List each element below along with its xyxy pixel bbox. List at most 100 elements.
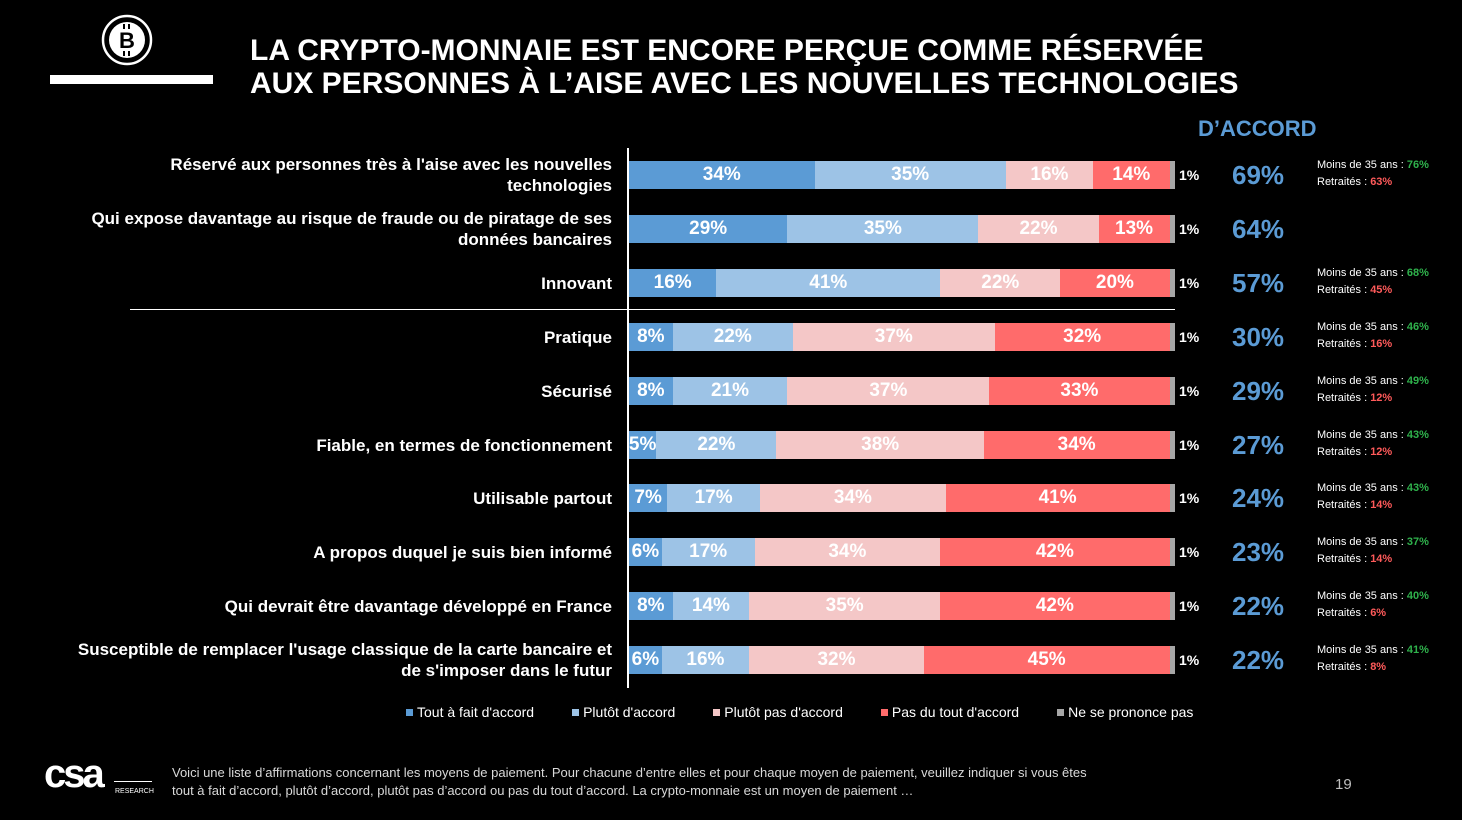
accord-total: 22% <box>1232 591 1285 621</box>
subgroup-retired-label: Retraités : <box>1317 284 1371 296</box>
subgroup-young: Moins de 35 ans : 37% <box>1317 534 1429 551</box>
row-label-line: Susceptible de remplacer l'usage classiq… <box>77 640 612 659</box>
accord-column-header: D’ACCORD <box>1198 116 1317 141</box>
legend-item: Ne se prononce pas <box>1057 704 1193 720</box>
row-label: Fiable, en termes de fonctionnement <box>20 423 612 467</box>
nsp-label: 1% <box>1179 383 1200 399</box>
subgroup-stats: Moins de 35 ans : 40% Retraités : 6% <box>1317 588 1429 622</box>
subgroup-young: Moins de 35 ans : 46% <box>1317 319 1429 336</box>
accord-total: 27% <box>1232 430 1285 460</box>
legend-label: Pas du tout d'accord <box>891 704 1020 720</box>
nsp-label: 1% <box>1179 437 1200 453</box>
bar-segment: 22% <box>672 323 793 351</box>
bar-segment <box>1169 646 1175 674</box>
nsp-label: 1% <box>1179 275 1200 291</box>
subgroup-young-label: Moins de 35 ans : <box>1317 267 1407 279</box>
bar-segment: 34% <box>983 431 1170 459</box>
subgroup-young: Moins de 35 ans : 76% <box>1317 157 1429 174</box>
subgroup-young-label: Moins de 35 ans : <box>1317 375 1407 387</box>
row-label-line: Utilisable partout <box>473 488 612 508</box>
chart-legend: Tout à fait d'accord Plutôt d'accord Plutô… <box>406 704 1193 720</box>
subgroup-retired-label: Retraités : <box>1317 607 1371 619</box>
subgroup-retired-label: Retraités : <box>1317 392 1371 404</box>
legend-label: Plutôt d'accord <box>583 704 676 720</box>
legend-item: Pas du tout d'accord <box>880 704 1020 720</box>
nsp-label: 1% <box>1179 329 1200 345</box>
subgroup-retired-label: Retraités : <box>1317 661 1371 673</box>
legend-label: Tout à fait d'accord <box>417 704 535 720</box>
row-label: Qui devrait être davantage développé en … <box>20 584 612 628</box>
bar-segment: 41% <box>716 269 941 297</box>
footnote-line2: tout à fait d’accord, plutôt d’accord, p… <box>172 783 914 798</box>
subgroup-young-value: 68% <box>1406 267 1429 279</box>
bar-segment: 22% <box>940 269 1061 297</box>
row-label-line: A propos duquel je suis bien informé <box>313 542 612 562</box>
subgroup-retired: Retraités : 14% <box>1317 497 1429 514</box>
bar-segment: 41% <box>945 484 1170 512</box>
bar-segment: 8% <box>629 592 673 620</box>
subgroup-young-value: 41% <box>1406 644 1429 656</box>
bar-segment <box>1169 377 1175 405</box>
stacked-bar: 6% 17% 34% 42% <box>629 538 1175 566</box>
page-title: LA CRYPTO-MONNAIE EST ENCORE PERÇUE COMM… <box>250 34 1400 100</box>
stacked-bar: 29% 35% 22% 13% <box>629 215 1175 243</box>
bar-segment: 6% <box>629 646 662 674</box>
row-label-text: Réservé aux personnes très à l'aise avec… <box>170 154 612 196</box>
subgroup-retired: Retraités : 16% <box>1317 336 1429 353</box>
bar-segment: 7% <box>629 484 668 512</box>
bar-segment: 5% <box>629 431 656 459</box>
bar-segment: 8% <box>629 377 673 405</box>
row-label-text: Innovant <box>541 273 612 294</box>
bar-segment: 13% <box>1098 215 1170 243</box>
subgroup-young-value: 43% <box>1406 429 1429 441</box>
accord-total: 22% <box>1232 645 1285 675</box>
bar-segment <box>1169 538 1175 566</box>
subgroup-retired-label: Retraités : <box>1317 338 1371 350</box>
accord-total: 30% <box>1232 322 1285 352</box>
csa-logo: csa RESEARCH <box>44 757 154 796</box>
subgroup-stats: Moins de 35 ans : 43% Retraités : 14% <box>1317 480 1429 514</box>
subgroup-stats: Moins de 35 ans : 41% Retraités : 8% <box>1317 642 1429 676</box>
bar-segment: 20% <box>1060 269 1170 297</box>
subgroup-young-label: Moins de 35 ans : <box>1317 590 1407 602</box>
bar-segment <box>1169 592 1175 620</box>
subgroup-young-value: 49% <box>1406 375 1429 387</box>
bar-segment: 32% <box>749 646 924 674</box>
subgroup-retired-label: Retraités : <box>1317 176 1371 188</box>
nsp-label: 1% <box>1179 490 1200 506</box>
bar-segment: 34% <box>760 484 946 512</box>
bitcoin-logo-icon: B <box>101 14 153 66</box>
row-label-line: technologies <box>507 176 612 195</box>
accord-total: 29% <box>1232 376 1285 406</box>
legend-label: Plutôt pas d'accord <box>724 704 843 720</box>
row-label: A propos duquel je suis bien informé <box>20 530 612 574</box>
bar-segment: 35% <box>787 215 979 243</box>
row-label: Pratique <box>20 315 612 359</box>
row-label: Innovant <box>20 261 612 305</box>
row-label-line: Pratique <box>543 327 612 347</box>
subgroup-retired-value: 14% <box>1370 553 1393 565</box>
nsp-label: 1% <box>1179 652 1200 668</box>
bar-segment: 8% <box>629 323 673 351</box>
subgroup-young-label: Moins de 35 ans : <box>1317 644 1407 656</box>
row-label-text: Qui devrait être davantage développé en … <box>225 596 612 617</box>
row-label-line: Réservé aux personnes très à l'aise avec… <box>170 155 612 174</box>
row-label-line: Qui expose davantage au risque de fraude… <box>91 209 612 228</box>
stacked-bar: 8% 22% 37% 32% <box>629 323 1175 351</box>
subgroup-retired-value: 8% <box>1370 661 1387 673</box>
subgroup-retired-label: Retraités : <box>1317 499 1371 511</box>
subgroup-retired: Retraités : 8% <box>1317 659 1429 676</box>
title-accent-bar <box>50 75 213 84</box>
legend-item: Plutôt d'accord <box>572 704 675 720</box>
legend-swatch <box>713 708 721 716</box>
stacked-bar: 8% 14% 35% 42% <box>629 592 1175 620</box>
subgroup-retired-value: 12% <box>1370 392 1393 404</box>
subgroup-retired: Retraités : 6% <box>1317 605 1429 622</box>
row-label: Réservé aux personnes très à l'aise avec… <box>20 153 612 197</box>
subgroup-young-label: Moins de 35 ans : <box>1317 159 1407 171</box>
row-label-line: Sécurisé <box>541 381 612 401</box>
bar-segment: 35% <box>749 592 941 620</box>
bar-segment: 34% <box>754 538 941 566</box>
bar-segment: 22% <box>978 215 1099 243</box>
subgroup-young-value: 76% <box>1406 159 1429 171</box>
